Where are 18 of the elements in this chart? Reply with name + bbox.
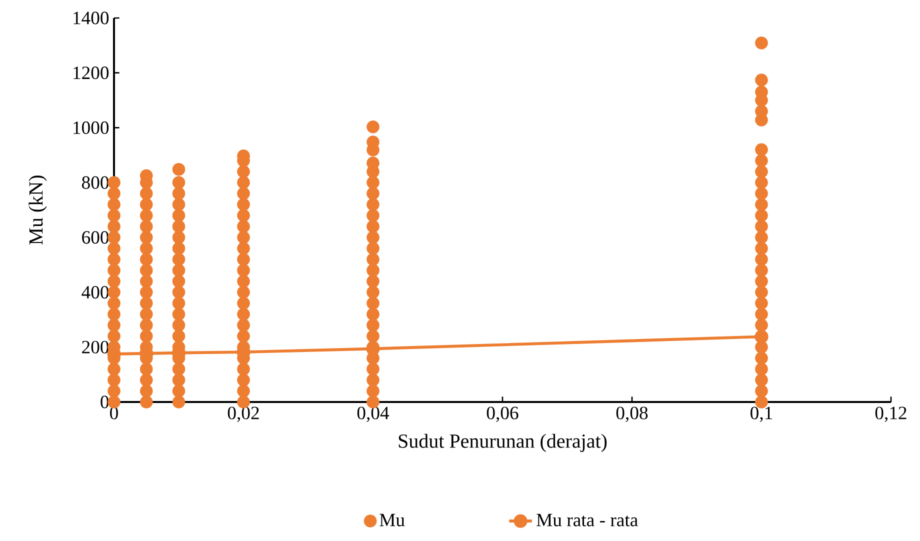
y-tick-label: 800 [82, 176, 109, 189]
y-tick-label: 1400 [74, 12, 109, 24]
x-tick-label: 0,04 [357, 406, 390, 422]
y-tick-label: 400 [82, 286, 109, 299]
y-tick-label: 1200 [74, 66, 109, 80]
y-tick-label: 0 [100, 396, 109, 408]
y-tick-label: 600 [82, 231, 109, 244]
x-axis-title: Sudut Penurunan (derajat) [398, 434, 607, 452]
legend-label: Mu rata - rata [536, 514, 638, 526]
y-axis-title: Mu (kN) [28, 176, 47, 245]
legend-label: Mu [380, 514, 405, 526]
y-tick-label: 200 [82, 340, 109, 354]
x-tick-label: 0,08 [616, 406, 648, 422]
x-tick-label: 0,06 [486, 406, 518, 422]
x-tick-label: 0,1 [750, 406, 772, 422]
x-tick-label: 0,12 [875, 406, 906, 422]
y-tick-label: 1000 [74, 121, 109, 134]
x-tick-label: 0,02 [228, 406, 259, 422]
